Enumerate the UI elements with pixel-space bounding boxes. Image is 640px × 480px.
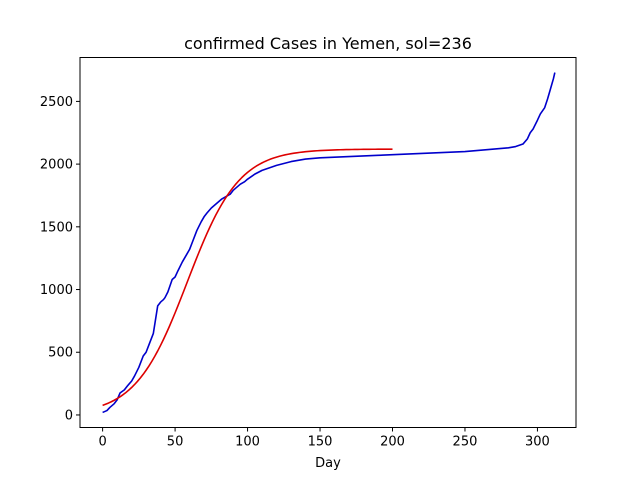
x-tick-label: 100: [235, 435, 260, 450]
x-tick-label: 0: [98, 435, 106, 450]
x-axis-label: Day: [315, 456, 341, 471]
fit-curve-line: [102, 148, 393, 407]
x-tick-label: 200: [380, 435, 405, 450]
y-tick-label: 500: [48, 346, 73, 361]
confirmed-cases-line: [102, 72, 556, 414]
x-tick-label: 300: [525, 435, 550, 450]
y-tick-label: 1000: [40, 283, 73, 298]
y-tick-label: 2000: [40, 158, 73, 173]
y-tick-label: 0: [65, 408, 73, 423]
y-tick-label: 2500: [40, 95, 73, 110]
y-axis: 0 500 1000 1500 2000 2500: [40, 95, 80, 423]
x-axis: 0 50 100 150 200 250 300: [98, 427, 550, 450]
x-tick-label: 150: [308, 435, 333, 450]
y-tick-label: 1500: [40, 220, 73, 235]
chart-title: confirmed Cases in Yemen, sol=236: [184, 34, 472, 53]
plot-frame: [79, 57, 577, 428]
series-layer: [102, 72, 556, 414]
x-tick-label: 50: [167, 435, 184, 450]
x-tick-label: 250: [453, 435, 478, 450]
